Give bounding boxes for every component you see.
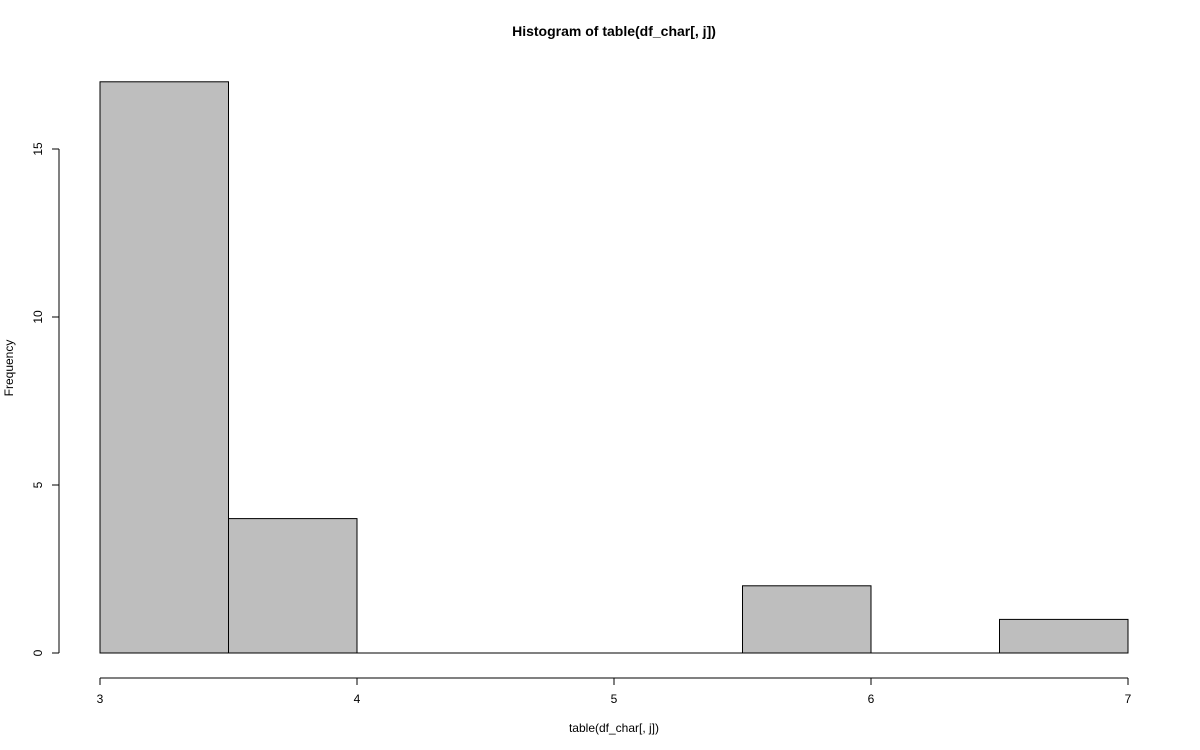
x-tick-label: 6	[868, 692, 875, 706]
histogram-bar	[742, 585, 872, 654]
x-axis-label: table(df_char[, j])	[569, 721, 659, 735]
histogram-bar	[228, 518, 358, 654]
x-axis: 3 4 5 6 7	[97, 677, 1132, 706]
y-tick-label: 0	[31, 649, 45, 656]
y-tick-label: 10	[31, 310, 45, 324]
y-tick-label: 5	[31, 481, 45, 488]
histogram-bar	[99, 81, 229, 654]
x-tick-label: 4	[354, 692, 361, 706]
histogram-bar	[999, 618, 1129, 654]
bars-group	[99, 81, 1129, 654]
y-axis: 0 5 10 15	[31, 142, 60, 656]
x-tick-label: 7	[1125, 692, 1132, 706]
x-tick-label: 3	[97, 692, 104, 706]
y-axis-label: Frequency	[2, 340, 16, 397]
x-tick-label: 5	[611, 692, 618, 706]
y-tick-label: 15	[31, 142, 45, 156]
chart-title: Histogram of table(df_char[, j])	[512, 23, 716, 39]
